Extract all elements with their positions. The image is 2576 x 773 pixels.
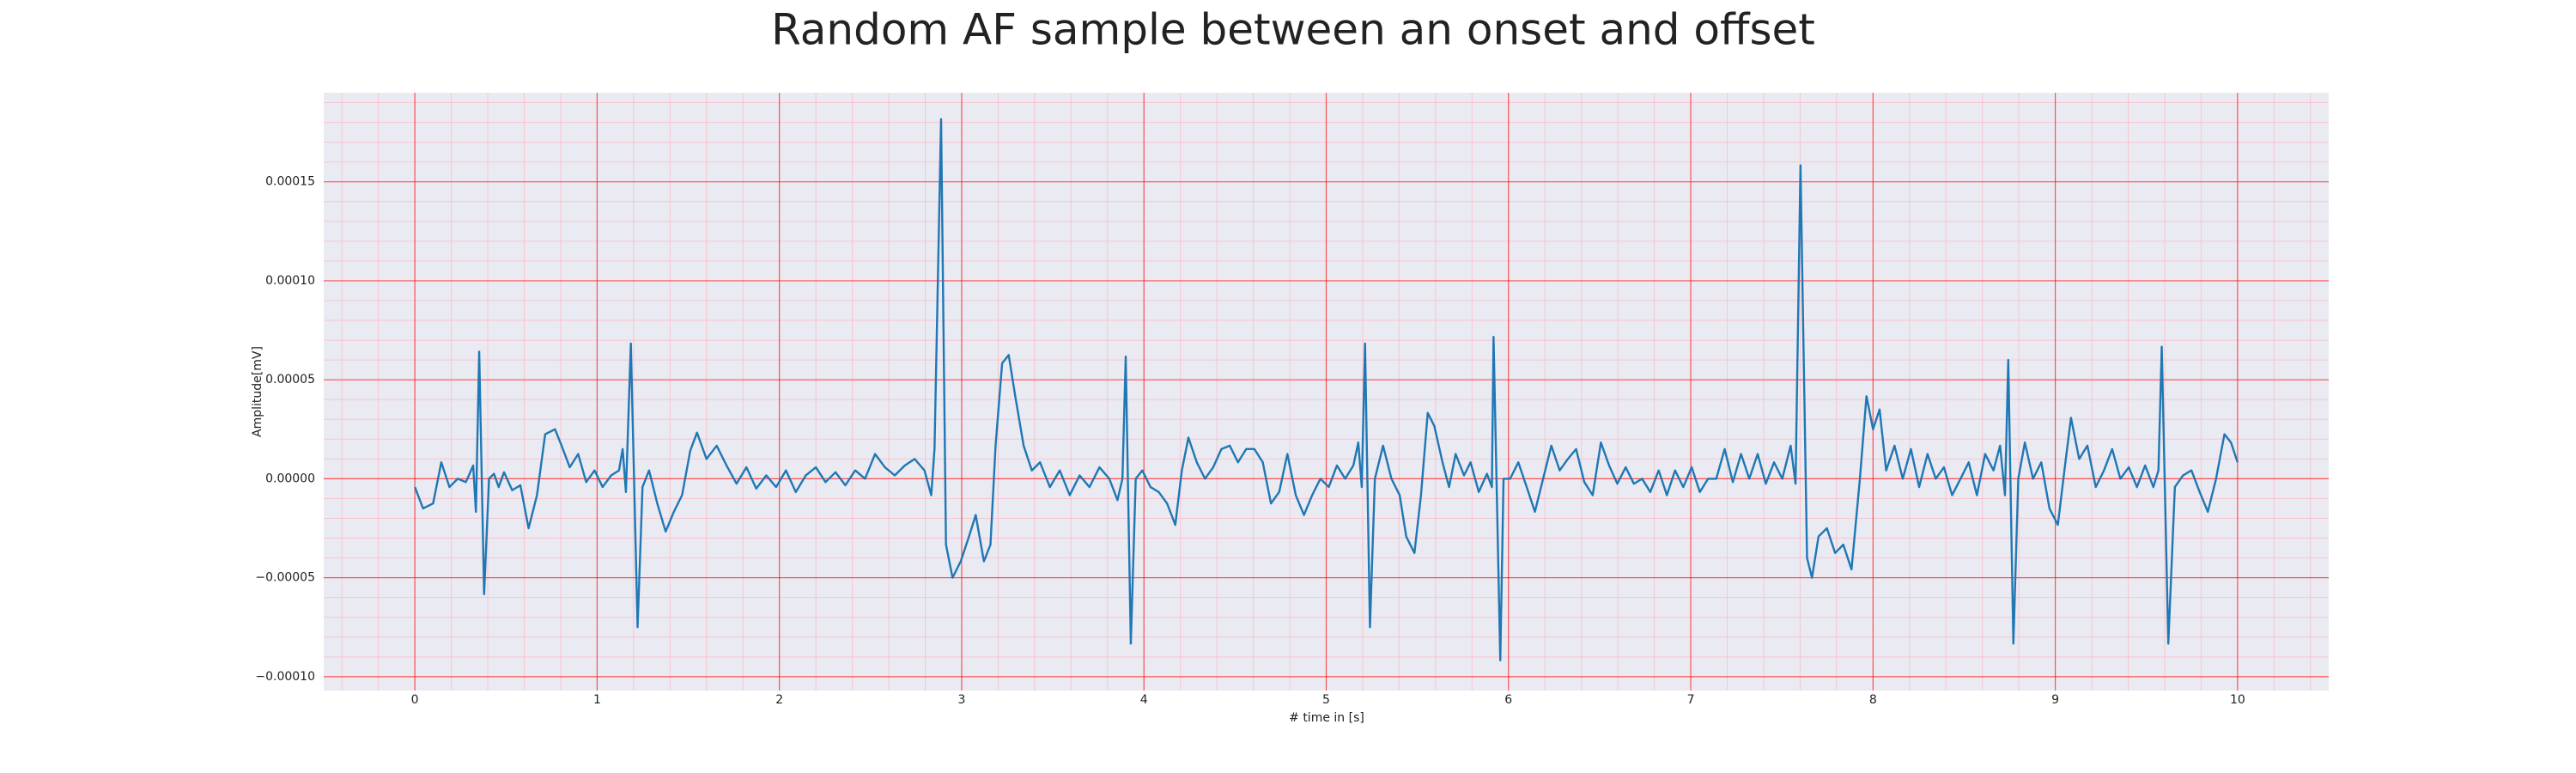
x-axis-label: # time in [s]	[1289, 711, 1364, 725]
x-tick-label: 0	[411, 693, 419, 707]
y-tick-label: 0.00000	[265, 472, 315, 485]
x-tick-label: 10	[2230, 693, 2245, 707]
chart-title: Random AF sample between an onset and of…	[771, 5, 1815, 55]
y-tick-label: 0.00005	[265, 373, 315, 386]
y-tick-label: 0.00015	[265, 175, 315, 189]
x-tick-label: 7	[1687, 693, 1695, 707]
signal-line	[414, 118, 2239, 661]
y-tick-label: −0.00005	[255, 571, 315, 585]
y-axis-label: Amplitude[mV]	[251, 346, 264, 437]
y-tick-label: −0.00010	[255, 670, 315, 684]
x-tick-label: 3	[957, 693, 965, 707]
y-tick-label: 0.00010	[265, 274, 315, 288]
x-tick-label: 8	[1869, 693, 1877, 707]
x-tick-label: 6	[1504, 693, 1512, 707]
x-tick-label: 9	[2051, 693, 2059, 707]
x-tick-label: 4	[1140, 693, 1148, 707]
x-tick-label: 1	[593, 693, 601, 707]
x-tick-label: 2	[775, 693, 783, 707]
x-tick-label: 5	[1322, 693, 1330, 707]
